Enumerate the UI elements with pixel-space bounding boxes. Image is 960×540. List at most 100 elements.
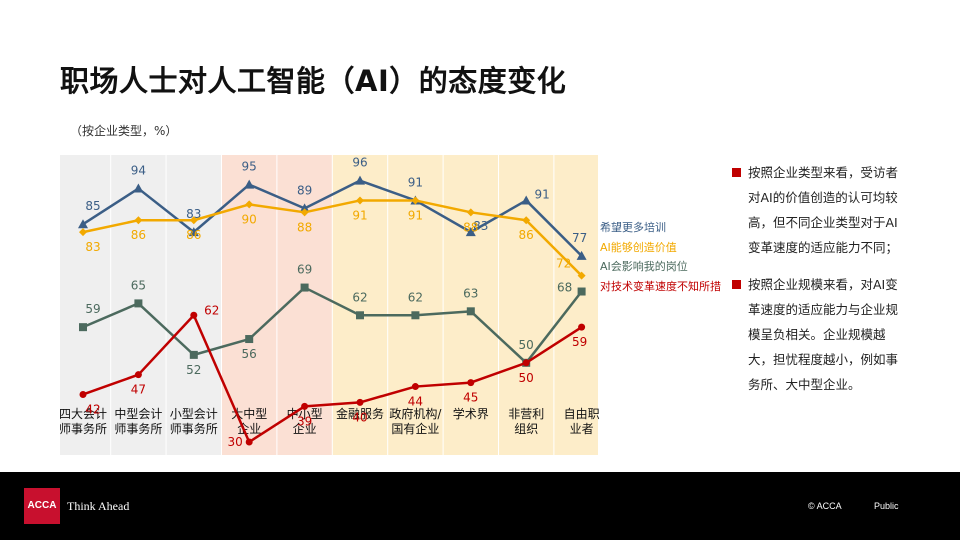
- data-label: 91: [535, 187, 550, 201]
- data-label: 42: [85, 402, 100, 416]
- data-point: [355, 175, 365, 185]
- data-point: [301, 402, 309, 410]
- series-line: [82, 199, 583, 277]
- series-line: [82, 286, 583, 365]
- insight-bullet: 按照企业规模来看，对AI变革速度的适应能力与企业规模呈负相关。企业规模越大，担忧…: [730, 272, 900, 397]
- data-point: [522, 216, 531, 225]
- data-point: [577, 287, 586, 296]
- legend-entry: 希望更多培训: [600, 220, 666, 234]
- data-point: [79, 323, 87, 332]
- data-label: 88: [463, 220, 478, 234]
- data-label: 83: [186, 207, 201, 221]
- data-label: 62: [204, 303, 219, 317]
- data-label: 56: [242, 347, 257, 361]
- x-tick-label: 组织: [514, 422, 538, 436]
- insight-bullet-text: 按照企业规模来看，对AI变革速度的适应能力与企业规模呈负相关。企业规模越大，担忧…: [748, 277, 899, 392]
- x-tick-label: 金融服务: [336, 406, 384, 421]
- legend-entry: AI会影响我的岗位: [600, 259, 688, 273]
- x-tick-label: 师事务所: [170, 421, 218, 436]
- insight-bullets: 按照企业类型来看，受访者对AI的价值创造的认可均较高，但不同企业类型对于AI变革…: [730, 160, 900, 409]
- data-point: [411, 311, 420, 320]
- data-label: 86: [131, 228, 146, 242]
- data-label: 91: [408, 175, 423, 189]
- data-label: 83: [473, 219, 488, 233]
- data-point: [133, 183, 144, 193]
- copyright: © ACCA: [808, 501, 842, 511]
- data-label: 50: [519, 338, 534, 352]
- x-tick-label: 四大会计: [59, 407, 107, 421]
- x-tick-label: 自由职: [564, 407, 600, 421]
- data-label: 89: [297, 183, 312, 197]
- data-point: [356, 311, 364, 320]
- data-point: [521, 195, 532, 205]
- data-label: 63: [463, 286, 478, 300]
- data-point: [134, 371, 142, 379]
- x-tick-label: 非营利: [508, 407, 544, 421]
- data-label: 50: [519, 371, 534, 385]
- data-point: [522, 359, 530, 367]
- bullet-square-icon: [732, 168, 741, 177]
- x-tick-label: 企业: [293, 421, 317, 436]
- data-point: [188, 227, 199, 237]
- legend-entry: 对技术变革速度不知所措: [600, 279, 721, 293]
- data-point: [411, 383, 419, 391]
- bullet-square-icon: [732, 280, 741, 289]
- data-point: [245, 335, 254, 344]
- data-label: 52: [186, 363, 201, 377]
- x-tick-label: 大中型: [231, 406, 267, 421]
- x-tick-label: 政府机构/: [389, 406, 442, 421]
- data-label: 83: [85, 240, 100, 254]
- x-tick-label: 学术界: [453, 406, 489, 421]
- data-point: [78, 219, 88, 229]
- data-point: [189, 216, 198, 225]
- data-label: 96: [352, 156, 367, 170]
- data-point: [466, 307, 475, 316]
- x-tick-label: 中型会计: [114, 406, 162, 421]
- data-point: [245, 200, 254, 209]
- data-label: 72: [556, 257, 571, 271]
- data-label: 65: [131, 278, 146, 292]
- data-label: 88: [297, 220, 312, 234]
- x-tick-label: 中小型: [287, 406, 323, 421]
- data-label: 94: [131, 164, 146, 178]
- series-line: [82, 314, 583, 444]
- data-point: [300, 208, 309, 217]
- tagline: Think Ahead: [67, 499, 130, 513]
- insight-bullet: 按照企业类型来看，受访者对AI的价值创造的认可均较高，但不同企业类型对于AI变革…: [730, 160, 900, 260]
- x-tick-label: 师事务所: [59, 421, 107, 436]
- data-point: [79, 228, 87, 237]
- data-point: [356, 398, 364, 406]
- data-point: [79, 390, 87, 398]
- chart-subtitle: （按企业类型，%）: [70, 124, 178, 138]
- data-label: 62: [352, 290, 367, 304]
- data-point: [465, 227, 476, 237]
- data-label: 91: [408, 208, 423, 222]
- data-point: [577, 271, 586, 280]
- x-tick-label: 小型会计: [170, 407, 218, 421]
- data-label: 47: [131, 383, 146, 397]
- data-label: 95: [242, 160, 257, 174]
- footer-bar: [0, 472, 960, 540]
- page-title: 职场人士对人工智能（AI）的态度变化: [60, 64, 567, 98]
- insight-bullet-text: 按照企业类型来看，受访者对AI的价值创造的认可均较高，但不同企业类型对于AI变革…: [748, 165, 899, 255]
- data-point: [356, 196, 364, 205]
- data-point: [467, 379, 475, 387]
- data-label: 90: [242, 212, 257, 226]
- data-label: 85: [85, 199, 100, 213]
- data-point: [244, 179, 255, 189]
- data-label: 68: [557, 281, 572, 295]
- data-label: 86: [519, 228, 534, 242]
- data-point: [578, 323, 586, 331]
- data-point: [300, 283, 309, 292]
- data-label: 30: [228, 435, 243, 449]
- data-point: [466, 208, 475, 217]
- data-point: [134, 299, 143, 308]
- data-point: [245, 438, 253, 446]
- data-point: [134, 216, 143, 225]
- data-point: [189, 350, 198, 359]
- data-label: 86: [186, 228, 201, 242]
- legend-entry: AI能够创造价值: [600, 240, 677, 254]
- data-label: 44: [408, 395, 423, 409]
- data-point: [411, 196, 420, 205]
